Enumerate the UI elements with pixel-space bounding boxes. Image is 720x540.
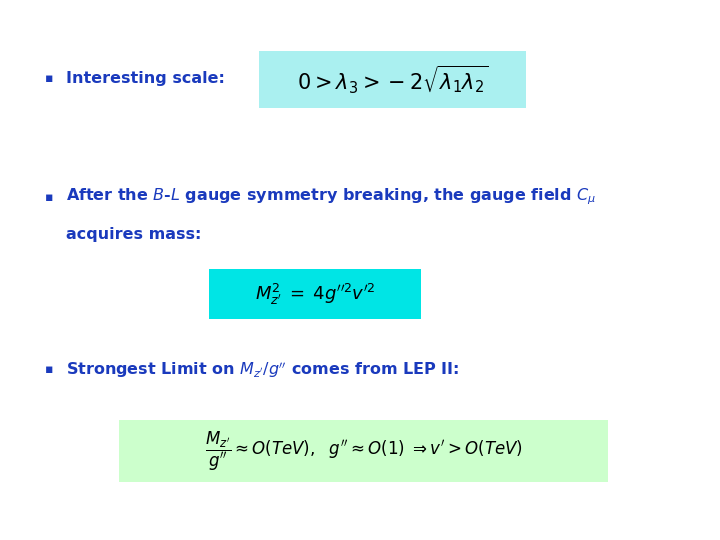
FancyBboxPatch shape bbox=[119, 420, 608, 482]
Text: ▪: ▪ bbox=[45, 363, 53, 376]
Text: Strongest Limit on $M_{z'}/g''$ comes from LEP II:: Strongest Limit on $M_{z'}/g''$ comes fr… bbox=[66, 360, 459, 380]
Text: $\dfrac{M_{z'}}{g''} \approx O(TeV),\ \ g'' \approx O(1)\ \Rightarrow v' > O(TeV: $\dfrac{M_{z'}}{g''} \approx O(TeV),\ \ … bbox=[204, 429, 523, 472]
Text: $0 > \lambda_3 > -2\sqrt{\lambda_1 \lambda_2}$: $0 > \lambda_3 > -2\sqrt{\lambda_1 \lamb… bbox=[297, 64, 488, 96]
FancyBboxPatch shape bbox=[209, 269, 421, 319]
Text: After the $\mathit{B}$-$\mathit{L}$ gauge symmetry breaking, the gauge field $\m: After the $\mathit{B}$-$\mathit{L}$ gaug… bbox=[66, 187, 596, 207]
FancyBboxPatch shape bbox=[259, 51, 526, 108]
Text: Interesting scale:: Interesting scale: bbox=[66, 71, 225, 86]
Text: $M_{z'}^{2} \;=\; 4g^{\prime\prime 2}v^{\prime 2}$: $M_{z'}^{2} \;=\; 4g^{\prime\prime 2}v^{… bbox=[255, 282, 375, 307]
Text: ▪: ▪ bbox=[45, 72, 53, 85]
Text: ▪: ▪ bbox=[45, 191, 53, 204]
Text: acquires mass:: acquires mass: bbox=[66, 227, 202, 242]
